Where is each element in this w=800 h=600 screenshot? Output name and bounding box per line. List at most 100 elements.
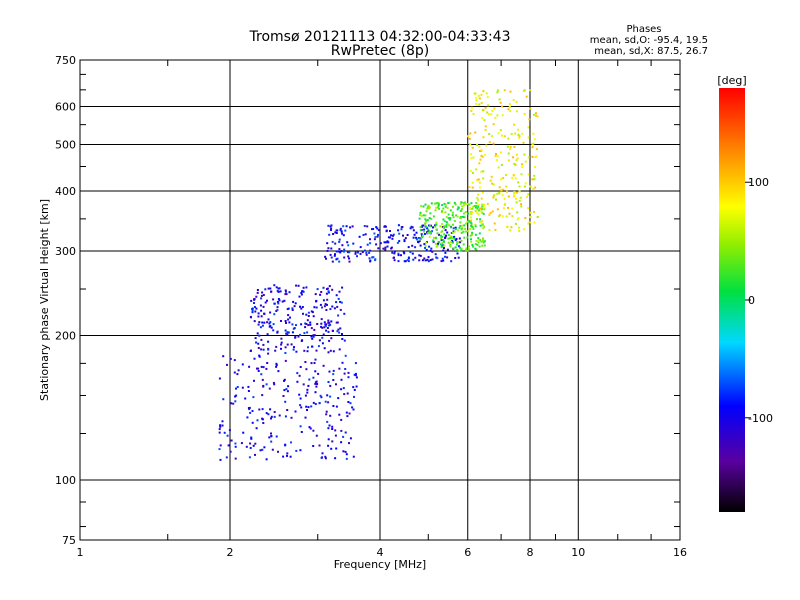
scatter-point bbox=[327, 291, 330, 294]
scatter-point bbox=[285, 293, 288, 296]
scatter-point bbox=[471, 243, 474, 246]
scatter-point bbox=[314, 358, 317, 361]
scatter-point bbox=[525, 95, 528, 98]
scatter-point bbox=[327, 381, 330, 383]
scatter-point bbox=[491, 109, 494, 112]
scatter-point bbox=[257, 370, 260, 372]
scatter-point bbox=[478, 181, 481, 184]
scatter-point bbox=[248, 365, 251, 368]
scatter-point bbox=[331, 240, 334, 243]
scatter-point bbox=[519, 196, 522, 199]
scatter-point bbox=[447, 237, 450, 240]
scatter-point bbox=[390, 234, 392, 237]
scatter-point bbox=[353, 373, 356, 376]
scatter-point bbox=[426, 231, 429, 234]
scatter-point bbox=[255, 341, 258, 344]
scatter-point bbox=[261, 408, 264, 411]
scatter-point bbox=[452, 227, 455, 230]
scatter-point bbox=[290, 441, 292, 444]
scatter-point bbox=[325, 292, 328, 295]
scatter-point bbox=[269, 311, 272, 314]
scatter-point bbox=[468, 220, 471, 223]
scatter-point bbox=[280, 320, 282, 322]
scatter-point bbox=[372, 228, 375, 230]
scatter-point bbox=[527, 156, 530, 159]
scatter-point bbox=[344, 431, 347, 434]
scatter-point bbox=[285, 322, 287, 324]
scatter-point bbox=[369, 249, 372, 252]
scatter-point bbox=[496, 114, 499, 117]
scatter-point bbox=[515, 110, 518, 113]
scatter-point bbox=[336, 229, 339, 232]
scatter-point bbox=[436, 244, 439, 247]
scatter-point bbox=[507, 159, 510, 162]
scatter-point bbox=[454, 246, 457, 249]
scatter-point bbox=[451, 237, 453, 240]
scatter-point bbox=[300, 340, 303, 342]
scatter-point bbox=[277, 370, 280, 373]
scatter-point bbox=[317, 345, 320, 348]
scatter-point bbox=[234, 445, 237, 448]
scatter-point bbox=[262, 366, 265, 369]
scatter-point bbox=[476, 243, 479, 246]
scatter-point bbox=[472, 113, 475, 115]
scatter-point bbox=[462, 215, 464, 218]
scatter-point bbox=[290, 416, 293, 419]
scatter-point bbox=[295, 350, 298, 353]
scatter-point bbox=[308, 378, 311, 381]
scatter-point bbox=[482, 212, 485, 215]
scatter-point bbox=[323, 326, 326, 329]
scatter-point bbox=[324, 455, 327, 458]
scatter-point bbox=[509, 110, 512, 113]
scatter-point bbox=[526, 195, 528, 198]
scatter-point bbox=[310, 310, 313, 313]
scatter-point bbox=[262, 348, 265, 351]
scatter-point bbox=[456, 252, 459, 255]
scatter-point bbox=[442, 218, 445, 221]
scatter-point bbox=[286, 390, 289, 393]
scatter-point bbox=[326, 287, 329, 290]
scatter-point bbox=[303, 349, 306, 352]
scatter-point bbox=[337, 314, 340, 317]
colorbar-tick-label: 0 bbox=[748, 294, 755, 307]
scatter-point bbox=[425, 241, 428, 244]
scatter-point bbox=[297, 335, 300, 338]
colorbar-tick-label: -100 bbox=[748, 412, 773, 425]
scatter-point bbox=[502, 188, 505, 191]
scatter-point bbox=[467, 230, 470, 233]
plot-frame bbox=[79, 59, 681, 541]
scatter-point bbox=[391, 251, 394, 254]
scatter-point bbox=[300, 431, 303, 433]
scatter-point bbox=[527, 222, 530, 225]
scatter-point bbox=[520, 173, 523, 176]
scatter-point bbox=[476, 211, 479, 214]
scatter-point bbox=[218, 448, 221, 451]
scatter-point bbox=[480, 210, 482, 213]
scatter-point bbox=[460, 249, 463, 252]
scatter-point bbox=[456, 215, 459, 218]
scatter-point bbox=[262, 385, 265, 388]
scatter-point bbox=[312, 429, 315, 432]
scatter-point bbox=[349, 437, 352, 440]
scatter-point bbox=[334, 242, 337, 245]
scatter-point bbox=[430, 202, 433, 205]
scatter-point bbox=[259, 449, 262, 452]
scatter-point bbox=[283, 378, 286, 381]
scatter-point bbox=[471, 181, 474, 184]
scatter-point bbox=[254, 337, 257, 340]
scatter-point bbox=[299, 404, 302, 407]
scatter-point bbox=[515, 197, 517, 200]
scatter-point bbox=[343, 339, 346, 342]
scatter-point bbox=[274, 349, 277, 352]
scatter-point bbox=[312, 376, 315, 379]
scatter-point bbox=[488, 229, 491, 232]
colorbar-tick-label: 100 bbox=[748, 176, 769, 189]
scatter-point bbox=[262, 294, 265, 296]
scatter-point bbox=[313, 362, 316, 364]
scatter-point bbox=[385, 230, 388, 233]
scatter-point bbox=[342, 387, 345, 390]
scatter-point bbox=[471, 211, 474, 214]
scatter-point bbox=[483, 203, 486, 206]
scatter-point bbox=[447, 217, 450, 220]
scatter-point bbox=[442, 207, 445, 210]
